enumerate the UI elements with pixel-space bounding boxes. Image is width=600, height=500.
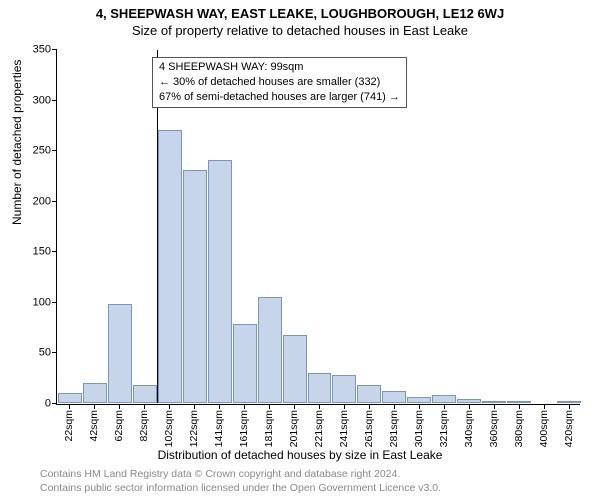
title-main: 4, SHEEPWASH WAY, EAST LEAKE, LOUGHBOROU… — [0, 0, 600, 21]
annotation-box: 4 SHEEPWASH WAY: 99sqm← 30% of detached … — [152, 57, 407, 108]
histogram-bar — [332, 375, 356, 403]
y-tick-label: 200 — [33, 196, 51, 207]
x-tick-label: 62sqm — [114, 410, 125, 442]
histogram-bar — [183, 170, 207, 403]
histogram-bar — [432, 395, 456, 403]
y-tick-label: 350 — [33, 45, 51, 56]
x-tick-label: 141sqm — [214, 410, 225, 447]
y-tick-label: 250 — [33, 146, 51, 157]
x-tick-label: 340sqm — [463, 410, 474, 447]
annotation-line: 4 SHEEPWASH WAY: 99sqm — [159, 60, 400, 75]
x-tick-label: 161sqm — [239, 410, 250, 447]
x-tick-label: 221sqm — [314, 410, 325, 447]
footer-line-1: Contains HM Land Registry data © Crown c… — [40, 468, 441, 482]
y-tick-label: 100 — [33, 297, 51, 308]
x-axis-label: Distribution of detached houses by size … — [0, 448, 600, 462]
x-tick-label: 102sqm — [164, 410, 175, 447]
histogram-bar — [83, 383, 107, 403]
footer-attribution: Contains HM Land Registry data © Crown c… — [40, 468, 441, 495]
histogram-bar — [133, 385, 157, 403]
histogram-bar — [357, 385, 381, 403]
x-tick-label: 400sqm — [538, 410, 549, 447]
x-tick-label: 380sqm — [513, 410, 524, 447]
y-tick-label: 150 — [33, 247, 51, 258]
histogram-bar — [557, 401, 581, 403]
histogram-bar — [308, 373, 332, 403]
histogram-bar — [208, 160, 232, 403]
histogram-bar — [233, 324, 257, 403]
histogram-bar — [482, 401, 506, 403]
histogram-bar — [108, 304, 132, 403]
histogram-bar — [258, 297, 282, 403]
x-tick-label: 42sqm — [89, 410, 100, 442]
plot-area: 05010015020025030035022sqm42sqm62sqm82sq… — [56, 50, 580, 405]
y-tick-label: 50 — [39, 348, 51, 359]
y-axis-label: Number of detached properties — [10, 60, 24, 225]
x-tick-label: 321sqm — [439, 410, 450, 447]
histogram-bar — [507, 401, 531, 403]
title-sub: Size of property relative to detached ho… — [0, 21, 600, 38]
y-tick-label: 0 — [45, 399, 51, 410]
histogram-bar — [158, 130, 182, 403]
x-tick-label: 22sqm — [64, 410, 75, 442]
histogram-bar — [58, 393, 82, 403]
x-tick-label: 420sqm — [563, 410, 574, 447]
chart-container: 4, SHEEPWASH WAY, EAST LEAKE, LOUGHBOROU… — [0, 0, 600, 500]
x-tick-label: 241sqm — [339, 410, 350, 447]
chart-area: 05010015020025030035022sqm42sqm62sqm82sq… — [56, 50, 580, 405]
x-tick-label: 122sqm — [189, 410, 200, 447]
y-tick-label: 300 — [33, 95, 51, 106]
x-tick-label: 181sqm — [264, 410, 275, 447]
x-tick-label: 360sqm — [488, 410, 499, 447]
x-tick-label: 82sqm — [139, 410, 150, 442]
footer-line-2: Contains public sector information licen… — [40, 482, 441, 496]
annotation-line: 67% of semi-detached houses are larger (… — [159, 90, 400, 105]
x-tick-label: 201sqm — [289, 410, 300, 447]
histogram-bar — [457, 399, 481, 403]
histogram-bar — [407, 397, 431, 403]
histogram-bar — [382, 391, 406, 403]
x-tick-label: 301sqm — [414, 410, 425, 447]
annotation-line: ← 30% of detached houses are smaller (33… — [159, 75, 400, 90]
x-tick-label: 261sqm — [364, 410, 375, 447]
x-tick-label: 281sqm — [389, 410, 400, 447]
histogram-bar — [283, 335, 307, 403]
